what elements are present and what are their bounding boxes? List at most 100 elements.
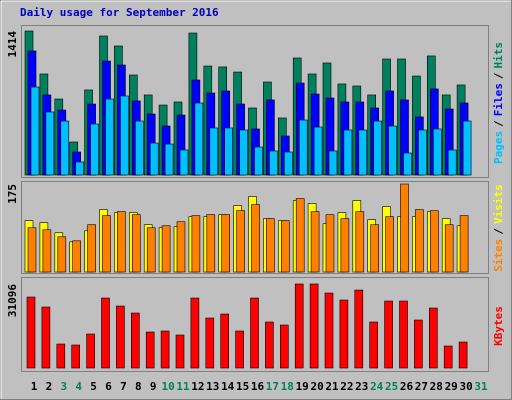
x-tick-label: 23 [355, 380, 368, 393]
bar [164, 143, 174, 176]
bar [146, 227, 156, 273]
x-tick-label: 4 [75, 380, 82, 393]
x-tick-label: 19 [296, 380, 309, 393]
bar [235, 330, 244, 369]
bar [324, 292, 334, 369]
bar [209, 127, 219, 176]
bar [370, 224, 380, 273]
bar [149, 142, 159, 176]
bar [388, 125, 397, 176]
bar [60, 120, 70, 176]
legend: Sites / Visits [492, 184, 505, 272]
bar [224, 127, 233, 176]
bar [309, 283, 319, 369]
bar [72, 240, 81, 273]
bar [190, 297, 200, 369]
bar [42, 229, 52, 273]
x-tick-label: 14 [221, 380, 235, 393]
bar [26, 296, 36, 369]
bar [295, 198, 305, 273]
bar [298, 119, 308, 176]
legend: Pages / Files / Hits [492, 42, 505, 164]
bar [160, 330, 170, 369]
bar [369, 321, 379, 369]
bar [250, 297, 259, 369]
bar [30, 86, 40, 176]
bar [236, 210, 245, 273]
bar [355, 211, 365, 273]
bar [294, 283, 304, 369]
bar [358, 129, 368, 176]
bar [283, 151, 293, 176]
legend: KBytes [492, 306, 505, 346]
legend-entry: KBytes [492, 306, 505, 346]
x-tick-label: 29 [445, 380, 458, 393]
bar [176, 221, 186, 273]
bar [145, 331, 155, 369]
y-tick-label: 1414 [6, 31, 19, 58]
x-tick-label: 31 [474, 380, 488, 393]
bar [105, 98, 114, 176]
bar [443, 345, 453, 369]
bar [339, 299, 349, 369]
bar [310, 211, 320, 273]
bar [251, 204, 260, 273]
legend-entry: Hits [492, 42, 505, 69]
bar [41, 306, 51, 369]
legend-entry: Visits [492, 184, 505, 224]
y-tick-label: 31096 [6, 284, 19, 317]
x-tick-label: 3 [60, 380, 67, 393]
bar [269, 150, 278, 176]
bar [415, 209, 424, 273]
bar [354, 289, 364, 369]
bar [447, 149, 457, 176]
bar [57, 236, 67, 273]
bar [418, 129, 427, 176]
bar [428, 307, 438, 369]
bar [86, 333, 95, 369]
bar [102, 215, 111, 273]
bar [90, 123, 99, 176]
bar [132, 214, 141, 273]
bar [117, 211, 126, 273]
x-tick-label: 2 [46, 380, 53, 393]
x-tick-label: 7 [120, 380, 127, 393]
bar [340, 218, 350, 273]
y-tick-label: 175 [6, 184, 19, 204]
bar [280, 220, 290, 273]
bar [403, 152, 412, 176]
bar [71, 344, 80, 369]
bar [116, 305, 125, 369]
chart-title: Daily usage for September 2016 [20, 6, 219, 19]
bar [135, 120, 144, 176]
bar [313, 126, 323, 176]
bar [343, 129, 353, 176]
bar [429, 210, 439, 273]
x-tick-label: 5 [90, 380, 97, 393]
legend-separator: / [492, 120, 505, 127]
x-tick-label: 27 [415, 380, 428, 393]
bar [462, 120, 472, 176]
legend-entry: Sites [492, 239, 505, 272]
legend-entry: Pages [492, 131, 505, 164]
x-tick-label: 21 [325, 380, 339, 393]
x-tick-label: 16 [251, 380, 265, 393]
bar [191, 215, 201, 273]
x-tick-label: 15 [236, 380, 249, 393]
bar [87, 224, 96, 273]
bar [239, 129, 248, 176]
x-tick-label: 13 [206, 380, 219, 393]
bar [254, 146, 263, 176]
bar [221, 214, 230, 273]
bar [266, 218, 275, 273]
x-tick-label: 6 [105, 380, 112, 393]
legend-entry: Files [492, 83, 505, 116]
x-tick-label: 22 [340, 380, 353, 393]
bar [459, 215, 469, 273]
bar [220, 313, 229, 369]
bar [206, 214, 216, 273]
bar [414, 319, 423, 369]
x-tick-label: 12 [191, 380, 204, 393]
bar [279, 324, 289, 369]
